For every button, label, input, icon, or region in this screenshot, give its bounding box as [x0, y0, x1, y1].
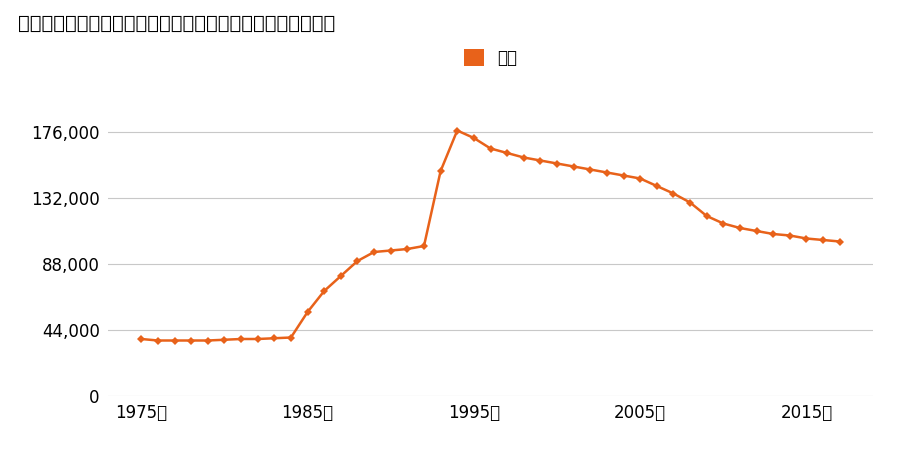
Text: 福岡県福岡市博多区千代町字千代１２６７番６７の地価推移: 福岡県福岡市博多区千代町字千代１２６７番６７の地価推移: [18, 14, 335, 32]
Legend: 価格: 価格: [457, 42, 524, 73]
